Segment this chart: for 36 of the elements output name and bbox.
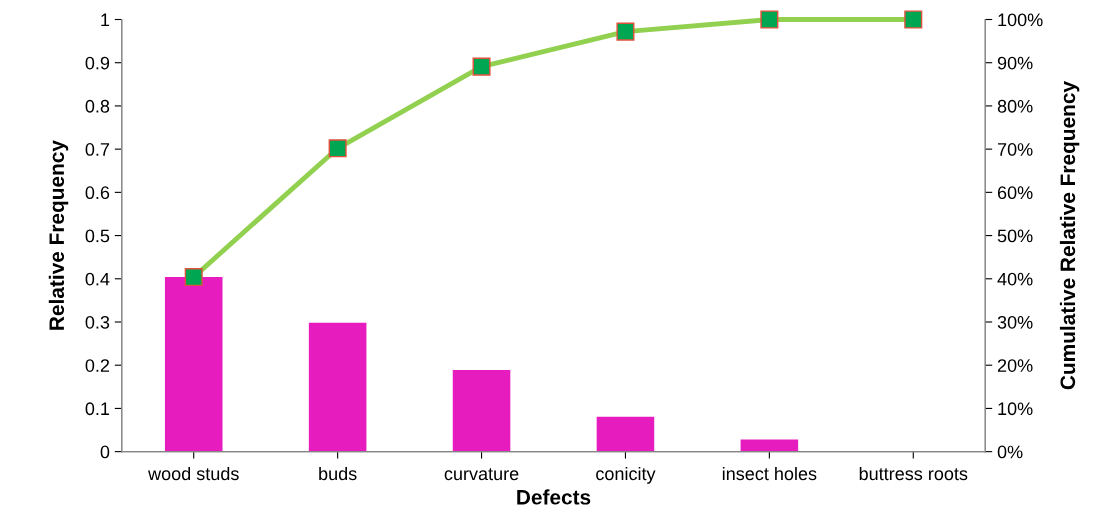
x-tick-label: wood studs — [148, 466, 239, 481]
y2-tick-label: 90% — [997, 56, 1033, 70]
x-tick-label: curvature — [444, 468, 519, 481]
x-axis-title: Defects — [517, 489, 591, 505]
x-tick-label: conicity — [596, 466, 656, 484]
y2-tick-label: 30% — [997, 315, 1033, 329]
y2-tick-label: 50% — [997, 229, 1033, 243]
y2-axis-title: Cumulative Relative Frequency — [1059, 81, 1080, 390]
y-tick-label: 0.1 — [85, 402, 110, 416]
y2-tick-label: 10% — [998, 402, 1033, 416]
x-tick-label: insect holes — [722, 466, 817, 481]
y2-tick-label: 100% — [998, 13, 1043, 27]
y-tick-label: 0.8 — [85, 99, 110, 113]
y-tick-label: 0.2 — [85, 359, 110, 372]
bar — [308, 322, 367, 452]
y-axis-title: Relative Frequency — [48, 140, 69, 330]
bar — [740, 439, 799, 452]
bar — [452, 369, 511, 452]
y2-tick-label: 70% — [997, 143, 1033, 156]
y2-tick-label: 80% — [997, 99, 1033, 113]
y-tick-label: 0 — [100, 445, 110, 459]
y-tick-label: 0.4 — [85, 272, 110, 286]
x-tick-label: buds — [319, 466, 357, 481]
y-tick-label: 0.9 — [85, 56, 110, 70]
bar — [596, 416, 655, 452]
y-tick-label: 0.3 — [85, 315, 110, 329]
y2-tick-label: 0% — [997, 445, 1023, 459]
x-tick-label: buttress roots — [859, 466, 968, 481]
y-tick-label: 0.6 — [85, 186, 110, 200]
y2-tick-label: 20% — [997, 359, 1033, 372]
y2-tick-label: 60% — [997, 186, 1033, 200]
y-tick-label: 1 — [101, 13, 110, 27]
y2-tick-label: 40% — [997, 272, 1033, 286]
y-tick-label: 0.7 — [85, 143, 110, 156]
y-tick-label: 0.5 — [85, 229, 110, 243]
bar — [164, 277, 223, 452]
